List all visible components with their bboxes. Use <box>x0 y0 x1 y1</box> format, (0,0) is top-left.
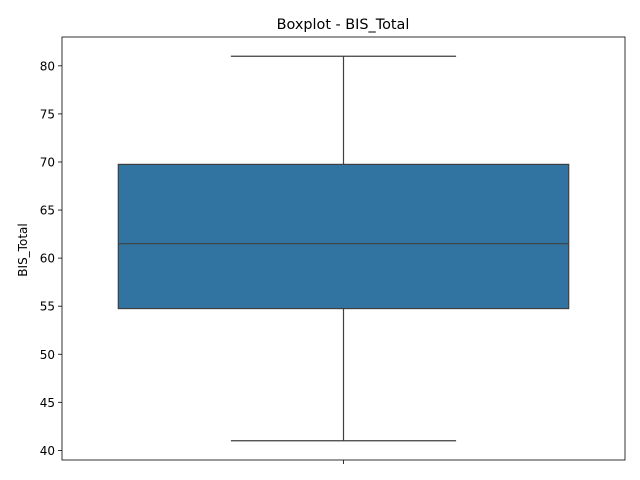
y-tick-label-65: 65 <box>40 204 55 218</box>
y-tick-label-60: 60 <box>40 252 55 266</box>
y-tick-label-45: 45 <box>40 396 55 410</box>
chart-title: Boxplot - BIS_Total <box>277 17 410 33</box>
axes-frame <box>61 36 626 461</box>
y-tick-label-75: 75 <box>40 107 55 121</box>
y-tick-label-70: 70 <box>40 155 55 169</box>
y-tick-label-40: 40 <box>40 444 55 458</box>
y-axis-label: BIS_Total <box>16 223 30 276</box>
y-tick-label-55: 55 <box>40 300 55 314</box>
y-tick-label-50: 50 <box>40 348 55 362</box>
iqr-box <box>117 163 570 310</box>
plot-area: 40 45 50 55 60 65 70 75 80 <box>40 55 570 464</box>
y-tick-label-80: 80 <box>40 59 55 73</box>
